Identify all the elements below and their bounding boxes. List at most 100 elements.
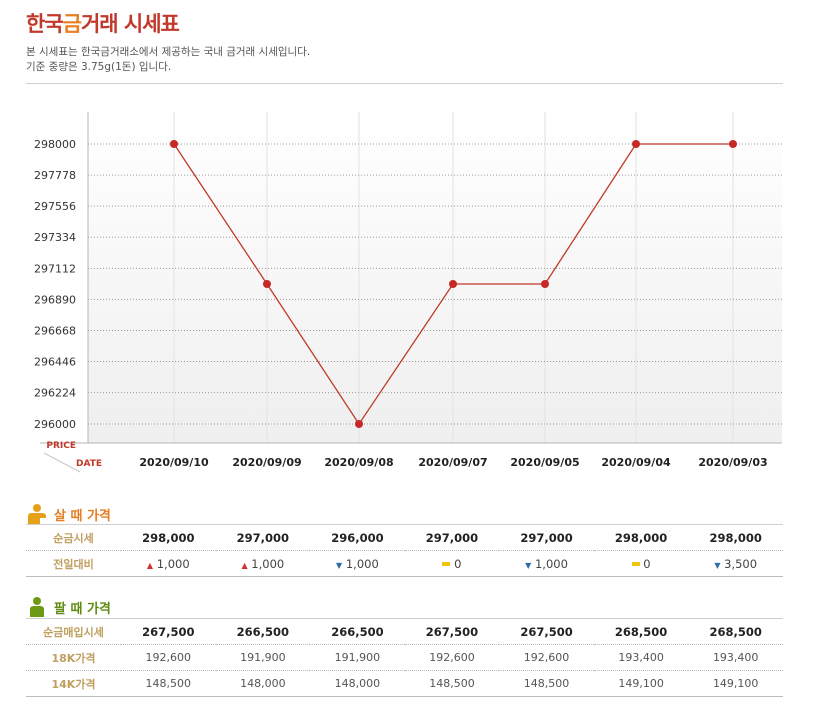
x-tick-label: 2020/09/09	[232, 456, 301, 469]
table-cell: 192,600	[121, 644, 216, 671]
table-cell: 193,400	[688, 644, 783, 671]
row-label-pure-gold-buyback: 순금매입시세	[26, 618, 121, 645]
buy-section-header: 살 때 가격	[26, 502, 111, 526]
table-cell: 267,500	[121, 618, 216, 645]
table-cell: ▲ 1,000	[215, 550, 311, 577]
up-arrow-icon: ▲	[241, 560, 248, 570]
table-cell: ▼ 3,500	[688, 550, 783, 577]
page-title: 한국금거래 시세표	[26, 8, 180, 38]
change-value: 3,500	[724, 556, 758, 571]
y-tick-label: 296224	[34, 387, 76, 400]
y-tick-label: 296446	[34, 356, 76, 369]
x-tick-label: 2020/09/10	[139, 456, 209, 469]
y-tick-label: 296890	[34, 293, 76, 306]
buy-price-table: 순금시세 298,000 297,000 296,000 297,000 297…	[26, 524, 783, 577]
table-cell: 0	[404, 550, 500, 577]
table-cell: 148,000	[310, 670, 405, 697]
table-cell: 267,500	[499, 618, 594, 645]
change-value: 0	[454, 556, 462, 571]
table-row: 14K가격 148,500 148,000 148,000 148,500 14…	[26, 670, 783, 697]
title-part-1: 한국	[26, 12, 64, 36]
y-tick-label: 296668	[34, 324, 76, 337]
change-value: 1,000	[534, 556, 568, 571]
x-tick-label: 2020/09/07	[418, 456, 487, 469]
table-cell: 297,000	[499, 524, 594, 551]
data-point	[263, 280, 271, 288]
down-arrow-icon: ▼	[336, 560, 343, 570]
sell-section-title: 팔 때 가격	[54, 601, 111, 617]
data-point	[170, 140, 178, 148]
table-cell: 268,500	[593, 618, 689, 645]
axis-corner-slash	[43, 452, 81, 473]
change-value: 0	[643, 556, 651, 571]
row-label-14k: 14K가격	[26, 670, 121, 697]
table-row: 전일대비 ▲ 1,000 ▲ 1,000 ▼ 1,000 0 ▼ 1,000 0 ▼ 3…	[26, 550, 783, 577]
table-cell: ▼ 1,000	[499, 550, 594, 577]
table-cell: 192,600	[499, 644, 594, 671]
table-cell: 192,600	[404, 644, 500, 671]
table-row: 18K가격 192,600 191,900 191,900 192,600 19…	[26, 644, 783, 671]
table-cell: 148,500	[499, 670, 594, 697]
description-line-2: 기준 중량은 3.75g(1돈) 입니다.	[26, 61, 172, 73]
data-point	[541, 280, 549, 288]
flat-dash-icon	[442, 562, 451, 566]
table-cell: 298,000	[593, 524, 689, 551]
row-label-pure-gold: 순금시세	[26, 524, 121, 551]
table-cell: 0	[593, 550, 689, 577]
table-cell: 298,000	[121, 524, 216, 551]
table-cell: 191,900	[215, 644, 311, 671]
title-part-3: 거래 시세표	[80, 12, 180, 36]
buy-section-title: 살 때 가격	[54, 508, 111, 524]
change-value: 1,000	[251, 556, 285, 571]
up-arrow-icon: ▲	[146, 560, 154, 570]
table-row: 순금시세 298,000 297,000 296,000 297,000 297…	[26, 524, 783, 551]
table-cell: ▼ 1,000	[310, 550, 405, 577]
change-value: 1,000	[345, 556, 379, 571]
person-icon	[30, 597, 44, 617]
data-point	[632, 140, 640, 148]
sell-price-table: 순금매입시세 267,500 266,500 266,500 267,500 2…	[26, 618, 783, 697]
sell-section-header: 팔 때 가격	[26, 595, 111, 619]
table-cell: 297,000	[215, 524, 311, 551]
table-cell: 266,500	[215, 618, 311, 645]
x-axis-label: DATE	[76, 459, 102, 469]
y-tick-label: 297334	[34, 231, 76, 244]
y-tick-label: 297112	[34, 262, 76, 275]
table-cell: 149,100	[688, 670, 783, 697]
table-cell: 267,500	[404, 618, 500, 645]
table-cell: 193,400	[593, 644, 689, 671]
x-tick-label: 2020/09/04	[601, 456, 671, 469]
row-label-18k: 18K가격	[26, 644, 121, 671]
price-line-chart: 298000 297778 297556 297334 297112 296890 2966…	[34, 112, 782, 473]
y-tick-label: 297778	[34, 169, 76, 182]
down-arrow-icon: ▼	[525, 560, 532, 570]
header-divider	[26, 83, 783, 84]
data-point	[355, 420, 363, 428]
description-line-1: 본 시세표는 한국금거래소에서 제공하는 국내 금거래 시세입니다.	[26, 46, 311, 58]
y-axis-label: PRICE	[46, 441, 76, 451]
title-part-2: 금	[62, 12, 82, 36]
table-cell: 148,500	[121, 670, 216, 697]
table-row: 순금매입시세 267,500 266,500 266,500 267,500 2…	[26, 618, 783, 645]
x-tick-label: 2020/09/05	[510, 456, 579, 469]
y-tick-label: 298000	[34, 138, 76, 151]
flat-dash-icon	[631, 562, 640, 566]
table-cell: ▲ 1,000	[121, 550, 216, 577]
change-value: 1,000	[156, 556, 190, 571]
data-point	[449, 280, 457, 288]
table-cell: 297,000	[404, 524, 500, 551]
y-tick-label: 296000	[34, 418, 76, 431]
person-icon	[28, 504, 46, 524]
table-cell: 268,500	[688, 618, 783, 645]
table-cell: 266,500	[310, 618, 405, 645]
table-cell: 148,000	[215, 670, 311, 697]
data-point	[729, 140, 737, 148]
plot-area	[88, 112, 782, 443]
y-tick-label: 297556	[34, 200, 76, 213]
row-label-daily-change: 전일대비	[26, 550, 121, 577]
table-cell: 148,500	[404, 670, 500, 697]
x-tick-label: 2020/09/03	[698, 456, 767, 469]
table-cell: 149,100	[593, 670, 689, 697]
table-cell: 296,000	[310, 524, 405, 551]
table-cell: 298,000	[688, 524, 783, 551]
